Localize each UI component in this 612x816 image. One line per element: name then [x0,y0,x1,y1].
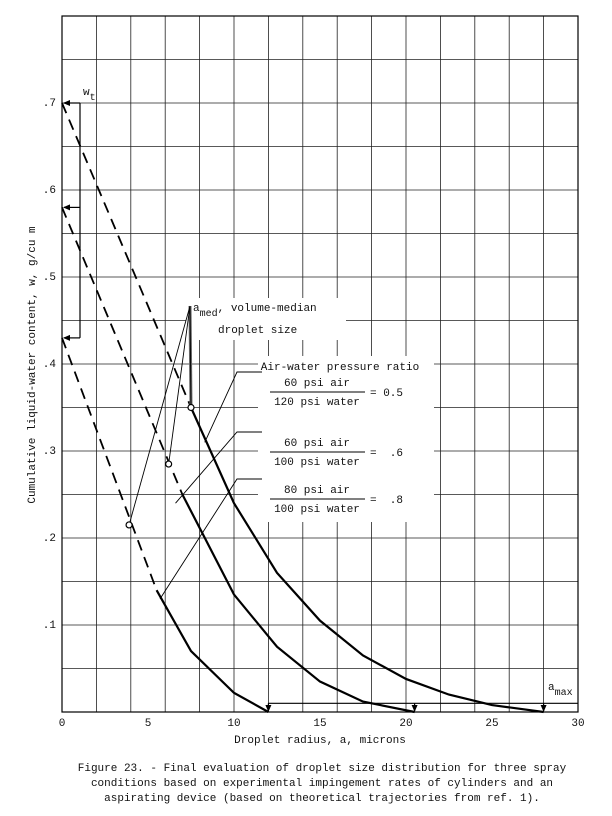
arrow-head [63,204,70,211]
amed-label: amed, volume-median [193,303,317,320]
y-tick-label: .4 [43,359,57,371]
y-tick-label: .6 [43,185,56,197]
ratio-result: = 0.5 [370,388,403,400]
ratio-numerator: 60 psi air [284,378,350,390]
label-subscript: t [90,93,96,104]
leader-line [175,431,262,504]
x-tick-label: 30 [571,718,584,730]
leader-line [128,305,191,526]
dashed-curve [61,337,158,591]
arrow-head [63,100,70,106]
y-tick-label: .3 [43,446,56,458]
ratio-numerator: 80 psi air [284,485,350,497]
leader-line [168,305,191,465]
ratio-denominator: 120 psi water [274,397,360,409]
label-main: a [193,303,200,315]
caption: conditions based on experimental impinge… [91,778,553,790]
y-tick-label: .5 [43,272,56,284]
curve [155,589,269,713]
dashed-curve [61,102,192,408]
arrow-head [63,334,70,341]
label-main: a [548,682,555,694]
median-point [125,521,133,529]
x-tick-label: 10 [227,718,240,730]
wt-label: wt [83,87,96,104]
x-tick-label: 25 [485,718,498,730]
y-tick-label: .1 [43,620,57,632]
amax-label: amax [548,682,573,699]
median-point [187,403,195,412]
plot-frame [61,15,579,713]
label-subscript: max [555,688,573,699]
ratio-numerator: 60 psi air [284,438,350,450]
x-axis-label: Droplet radius, a, microns [234,735,406,747]
arrow-head [411,705,418,712]
ratio-denominator: 100 psi water [274,457,360,469]
caption: aspirating device (based on theoretical … [104,793,540,805]
x-tick-label: 20 [399,718,412,730]
arrow-head [540,705,547,712]
ratio-result: = .8 [370,495,403,507]
y-tick-label: .7 [43,98,56,110]
curve [181,493,415,714]
label-background [258,356,434,522]
median-point [165,460,173,468]
leader-line [189,305,192,408]
ratio-result: = .6 [370,448,403,460]
x-tick-label: 0 [59,718,66,730]
x-tick-label: 15 [313,718,326,730]
leader-line [204,371,262,443]
curve [189,407,544,714]
ratio-title: Air-water pressure ratio [261,362,419,374]
leader-line [159,478,262,600]
label-subscript: med [200,308,218,320]
ratio-denominator: 100 psi water [274,504,360,516]
dashed-curve [61,207,184,495]
label-background [186,298,346,340]
y-axis-label: Cumulative liquid-water content, w, g/cu… [27,226,39,504]
amed-label: droplet size [218,325,297,337]
x-tick-label: 5 [145,718,152,730]
label-main: w [83,87,90,99]
y-tick-label: .2 [43,533,56,545]
arrow-head [265,705,272,712]
caption: Figure 23. - Final evaluation of droplet… [78,763,567,775]
label-text: , volume-median [218,303,317,315]
